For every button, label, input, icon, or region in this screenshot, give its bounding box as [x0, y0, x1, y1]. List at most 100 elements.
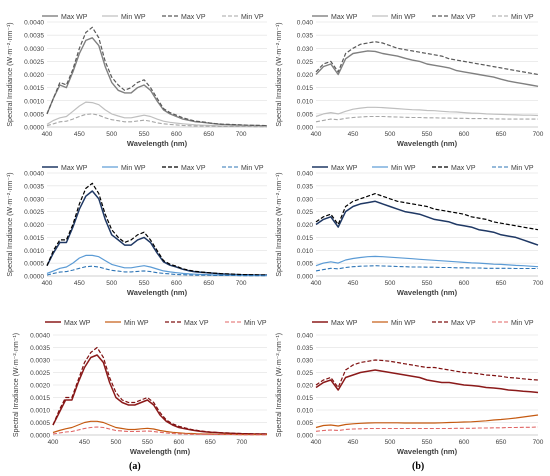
- legend-label: Min WP: [124, 320, 149, 327]
- legend-label: Max WP: [61, 165, 88, 172]
- x-axis-label: Wavelength (nm): [130, 447, 191, 456]
- legend-item-b1-3: Min VP: [492, 14, 534, 21]
- y-tick-label: 0.040: [297, 171, 314, 178]
- x-tick-label: 650: [205, 439, 216, 446]
- y-tick-label: 0.025: [297, 370, 314, 377]
- legend-label: Min VP: [511, 14, 534, 21]
- series-line-max-vp: [315, 41, 539, 76]
- x-tick-label: 550: [142, 439, 153, 446]
- series-line-min-wp: [315, 414, 539, 429]
- legend-label: Max VP: [451, 14, 476, 21]
- y-tick-label: 0.0020: [24, 222, 44, 229]
- chart-b2: Max WP Min WP Max VP Min VP 0.000 0.005 0.010 0…: [276, 165, 544, 297]
- x-axis-label: Wavelength (nm): [127, 139, 188, 148]
- y-tick-label: 0.0015: [24, 235, 44, 242]
- x-tick-label: 400: [48, 439, 59, 446]
- series-line-min-vp: [315, 426, 539, 432]
- y-tick-label: 0.005: [297, 111, 314, 118]
- legend-item-b2-2: Max VP: [432, 165, 476, 172]
- legend-label: Max WP: [331, 165, 358, 172]
- chart-a1: Max WP Min WP Max VP Min VP 0.0000 0.0005 0.00…: [7, 14, 268, 148]
- y-tick-label: 0.015: [297, 85, 314, 92]
- series-line-max-vp: [46, 182, 267, 276]
- x-tick-label: 700: [236, 280, 247, 287]
- legend-item-b1-1: Min WP: [372, 14, 416, 21]
- series-line-min-vp: [315, 115, 538, 123]
- x-tick-label: 500: [111, 439, 122, 446]
- y-tick-label: 0.040: [297, 20, 314, 27]
- series-line-max-vp: [46, 26, 268, 127]
- series-line-min-wp: [46, 254, 267, 277]
- legend-item-a2-1: Min WP: [102, 165, 146, 172]
- legend-item-b3-1: Min WP: [372, 320, 416, 327]
- legend-item-a1-1: Min WP: [102, 14, 146, 21]
- legend-item-b2-0: Max WP: [312, 165, 358, 172]
- x-tick-label: 650: [496, 280, 507, 287]
- series-line-min-vp: [52, 426, 267, 436]
- y-tick-label: 0.035: [297, 33, 314, 40]
- y-axis-label: Spectral Irradiance (W·m⁻²·nm⁻¹): [276, 172, 283, 276]
- series-line-max-wp: [52, 354, 267, 435]
- x-axis-label: Wavelength (nm): [397, 447, 458, 456]
- x-tick-label: 600: [459, 280, 470, 287]
- legend-label: Max WP: [331, 320, 358, 327]
- x-tick-label: 600: [459, 131, 470, 138]
- y-tick-label: 0.0025: [30, 370, 50, 377]
- legend-item-b3-2: Max VP: [432, 320, 476, 327]
- x-tick-label: 550: [422, 131, 433, 138]
- y-axis-label: Spectral Irradiance (W·m⁻²·nm⁻¹): [13, 333, 20, 437]
- y-tick-label: 0.030: [297, 46, 314, 53]
- legend-item-a3-0: Max WP: [45, 320, 91, 327]
- series-line-min-wp: [46, 101, 267, 128]
- legend-item-a3-3: Min VP: [225, 320, 267, 327]
- y-tick-label: 0.010: [297, 408, 314, 415]
- y-tick-label: 0.0020: [24, 72, 44, 79]
- x-tick-label: 400: [311, 280, 322, 287]
- series-line-max-wp: [315, 50, 539, 87]
- x-axis-label: Wavelength (nm): [127, 288, 188, 297]
- x-tick-label: 700: [533, 131, 544, 138]
- legend-label: Min VP: [244, 320, 267, 327]
- series-line-min-vp: [315, 265, 538, 272]
- series-line-max-wp: [315, 369, 539, 394]
- x-axis-label: Wavelength (nm): [397, 139, 458, 148]
- legend-item-a2-2: Max VP: [162, 165, 206, 172]
- x-tick-label: 450: [74, 131, 85, 138]
- x-tick-label: 450: [79, 439, 90, 446]
- y-tick-label: 0.0000: [24, 274, 44, 281]
- legend-label: Min VP: [241, 14, 264, 21]
- caption-b: (b): [412, 461, 425, 472]
- x-tick-label: 550: [422, 280, 433, 287]
- legend-label: Min WP: [391, 165, 416, 172]
- y-axis-label: Spectral Irradiance (W·m⁻²·nm⁻¹): [7, 172, 14, 276]
- y-tick-label: 0.025: [297, 209, 314, 216]
- y-axis-label: Spectral Irradiance (W·m⁻²·nm⁻¹): [276, 22, 283, 126]
- x-tick-label: 550: [139, 131, 150, 138]
- legend-label: Min WP: [121, 14, 146, 21]
- y-tick-label: 0.040: [297, 333, 314, 340]
- legend-item-a3-1: Min WP: [105, 320, 149, 327]
- y-tick-label: 0.010: [297, 248, 314, 255]
- x-tick-label: 700: [533, 439, 544, 446]
- x-tick-label: 650: [203, 131, 214, 138]
- y-tick-label: 0.010: [297, 98, 314, 105]
- y-tick-label: 0.030: [297, 196, 314, 203]
- x-tick-label: 600: [459, 439, 470, 446]
- x-tick-label: 450: [74, 280, 85, 287]
- x-tick-label: 600: [171, 280, 182, 287]
- series-line-max-wp: [46, 37, 267, 127]
- y-tick-label: 0.035: [297, 183, 314, 190]
- legend-label: Min WP: [391, 14, 416, 21]
- chart-b1: Max WP Min WP Max VP Min VP 0.000 0.005 0.010 0…: [276, 14, 544, 148]
- y-tick-label: 0.0010: [24, 98, 44, 105]
- y-tick-label: 0.0000: [30, 433, 50, 440]
- y-tick-label: 0.0025: [24, 59, 44, 66]
- y-tick-label: 0.0035: [24, 183, 44, 190]
- legend-item-b3-0: Max WP: [312, 320, 358, 327]
- legend-item-a1-0: Max WP: [42, 14, 88, 21]
- series-line-max-vp: [315, 193, 539, 231]
- y-axis-label: Spectral Irradiance (W·m⁻²·nm⁻¹): [276, 333, 283, 437]
- legend-label: Max VP: [451, 165, 476, 172]
- y-tick-label: 0.0040: [24, 171, 44, 178]
- x-tick-label: 600: [171, 131, 182, 138]
